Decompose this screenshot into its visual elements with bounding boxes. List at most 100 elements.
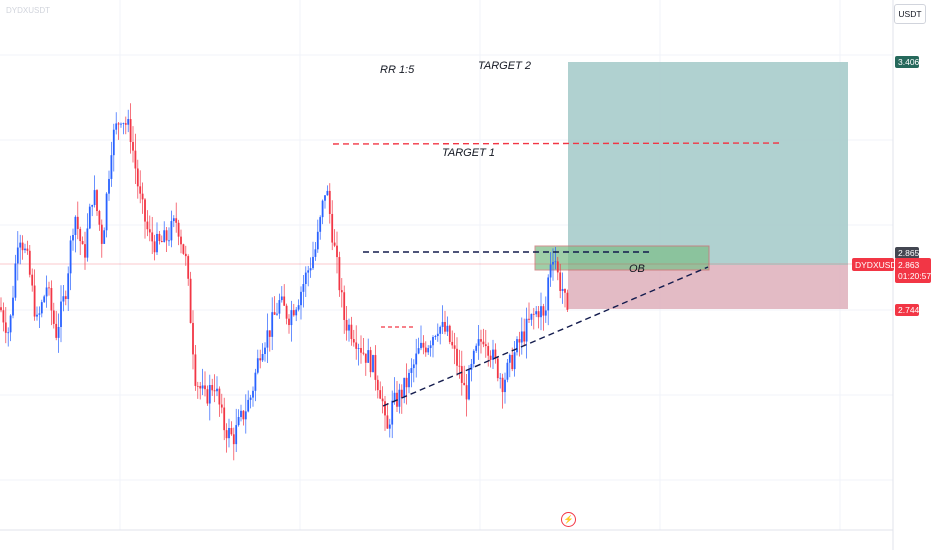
candle-body [141, 193, 144, 200]
candle-body [316, 231, 319, 250]
candle-body [528, 318, 530, 320]
candle-body [24, 248, 26, 251]
candle-body [132, 142, 134, 151]
candle-body [352, 339, 355, 343]
candle-body [530, 313, 533, 320]
candle-body [547, 277, 550, 311]
candle-body [74, 216, 77, 235]
candle-body [172, 218, 175, 222]
candle-body [254, 372, 257, 391]
candle-body [218, 388, 221, 405]
candle-body [475, 345, 478, 351]
candle-body [196, 385, 199, 387]
candle-body [292, 310, 295, 316]
candle-body [494, 349, 497, 359]
candle-body [412, 364, 415, 369]
candle-body [290, 310, 293, 326]
candle-body [463, 382, 466, 386]
candle-body [326, 190, 329, 196]
candle-body [424, 347, 427, 353]
candle-body [84, 244, 86, 258]
candle-body [175, 218, 178, 223]
candle-body [151, 232, 154, 242]
candle-body [564, 288, 566, 293]
candle-body [393, 392, 396, 401]
candle-body [372, 355, 374, 373]
candle-body [516, 339, 518, 353]
candle-body [216, 388, 218, 392]
candle-body [441, 321, 444, 327]
candle-body [405, 377, 408, 388]
candle-body [278, 300, 281, 314]
stop-price-tag: 2.744 [895, 304, 920, 316]
candle-body [124, 123, 127, 125]
candle-body [379, 390, 382, 399]
candle-body [177, 222, 180, 237]
svg-text:2.865: 2.865 [898, 248, 920, 258]
candle-body [453, 345, 456, 349]
candle-body [360, 348, 362, 353]
candle-body [122, 123, 125, 124]
candle-body [271, 312, 274, 337]
candle-body [249, 397, 252, 400]
candle-body [345, 319, 348, 331]
candle-body [432, 336, 434, 346]
candle-body [537, 311, 540, 318]
svg-text:01:20:57: 01:20:57 [898, 271, 931, 281]
candle-body [388, 424, 391, 429]
candle-body [50, 288, 53, 311]
candle-body [369, 350, 372, 373]
candle-body [523, 331, 526, 342]
candle-body [36, 314, 38, 317]
candle-body [199, 386, 202, 389]
candle-body [408, 372, 410, 388]
candle-body [192, 322, 194, 355]
candle-body [496, 358, 499, 379]
candle-body [285, 305, 288, 319]
candle-body [170, 221, 173, 241]
ob-label: OB [629, 263, 645, 275]
candle-body [237, 417, 240, 426]
candle-body [338, 257, 341, 291]
candle-body [38, 313, 41, 315]
candle-body [484, 344, 487, 347]
candle-body [235, 425, 238, 445]
candle-body [129, 119, 132, 143]
candle-body [81, 241, 84, 245]
candle-body [288, 318, 290, 326]
candle-body [184, 253, 187, 257]
candle-body [333, 242, 336, 246]
candle-body [280, 296, 283, 301]
candle-body [477, 339, 480, 346]
candle-body [451, 341, 454, 346]
candle-body [554, 261, 557, 263]
candle-body [144, 199, 146, 222]
candle-body [120, 123, 122, 125]
candle-body [256, 358, 259, 373]
candle-body [201, 385, 204, 389]
symbol-price-tag: DYDXUSDT [852, 258, 902, 271]
candle-body [518, 339, 521, 343]
candle-body [444, 321, 446, 332]
candle-body [391, 400, 394, 425]
candle-body [348, 324, 350, 331]
candle-body [297, 305, 300, 310]
candle-body [410, 368, 413, 373]
candle-body [259, 358, 262, 361]
candle-body [386, 415, 389, 429]
candle-body [501, 377, 504, 393]
candle-body [511, 354, 514, 370]
candle-body [88, 206, 91, 229]
candle-body [374, 355, 377, 380]
candle-body [240, 410, 242, 418]
candle-body [439, 326, 442, 334]
lightning-icon[interactable]: ⚡ [561, 512, 576, 527]
unit-selector[interactable]: USDT [894, 4, 926, 24]
candle-body [328, 190, 331, 214]
ob-zone [534, 245, 710, 271]
candle-body [458, 365, 461, 367]
candle-body [228, 427, 230, 439]
candle-body [357, 348, 360, 349]
candle-body [436, 333, 439, 337]
